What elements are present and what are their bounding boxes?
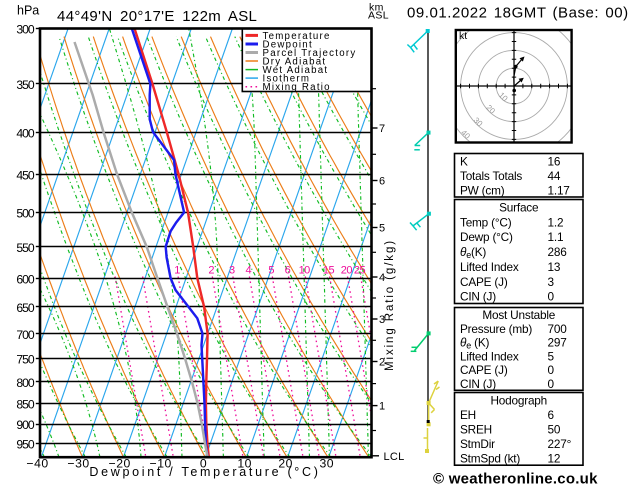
svg-text:0: 0: [548, 290, 555, 304]
svg-text:6: 6: [285, 265, 291, 277]
svg-text:θe (K): θe (K): [460, 336, 489, 351]
svg-text:Wet Adiabat: Wet Adiabat: [263, 65, 329, 76]
svg-text:−10: −10: [150, 457, 172, 471]
svg-text:700: 700: [16, 328, 35, 342]
svg-text:2: 2: [379, 357, 385, 369]
svg-text:SREH: SREH: [460, 423, 492, 437]
svg-text:3: 3: [229, 265, 235, 277]
svg-text:800: 800: [16, 376, 35, 390]
svg-text:km: km: [369, 2, 384, 14]
svg-text:13: 13: [548, 260, 561, 274]
svg-text:650: 650: [16, 301, 35, 315]
svg-text:5: 5: [548, 349, 555, 363]
svg-text:Surface: Surface: [499, 201, 539, 215]
svg-text:0: 0: [200, 457, 207, 471]
svg-text:4: 4: [245, 265, 251, 277]
svg-text:StmSpd (kt): StmSpd (kt): [460, 452, 520, 466]
svg-text:3: 3: [548, 275, 555, 289]
svg-text:EH: EH: [460, 408, 476, 422]
svg-text:Dewp (°C): Dewp (°C): [460, 230, 513, 244]
svg-text:Dewpoint: Dewpoint: [263, 40, 313, 51]
svg-text:Dry Adiabat: Dry Adiabat: [263, 57, 327, 68]
svg-text:1.1: 1.1: [548, 230, 564, 244]
svg-text:kt: kt: [459, 30, 467, 42]
svg-text:Pressure (mb): Pressure (mb): [460, 322, 532, 336]
svg-text:09.01.2022 18GMT (Base: 00): 09.01.2022 18GMT (Base: 00): [407, 5, 629, 22]
svg-text:Mixing Ratio (g/kg): Mixing Ratio (g/kg): [384, 239, 396, 371]
svg-text:0: 0: [548, 363, 555, 377]
svg-text:Temperature: Temperature: [263, 31, 331, 42]
svg-text:10: 10: [237, 457, 252, 471]
svg-text:500: 500: [16, 207, 35, 221]
svg-text:Hodograph: Hodograph: [490, 393, 547, 407]
svg-text:ASL: ASL: [368, 9, 389, 21]
svg-text:44: 44: [548, 169, 561, 183]
svg-text:Parcel Trajectory: Parcel Trajectory: [263, 48, 357, 59]
svg-text:10: 10: [299, 265, 311, 277]
svg-text:1: 1: [174, 265, 180, 277]
svg-text:7: 7: [379, 123, 385, 135]
svg-text:K: K: [460, 154, 468, 168]
svg-text:Temp (°C): Temp (°C): [460, 215, 512, 229]
svg-text:227°: 227°: [548, 437, 572, 451]
svg-text:900: 900: [16, 418, 35, 432]
svg-text:950: 950: [16, 438, 35, 452]
svg-text:550: 550: [16, 241, 35, 255]
svg-text:850: 850: [16, 398, 35, 412]
svg-text:1.17: 1.17: [548, 183, 570, 197]
svg-text:LCL: LCL: [384, 451, 405, 463]
svg-text:700: 700: [548, 322, 568, 336]
svg-text:PW (cm): PW (cm): [460, 183, 505, 197]
svg-text:Totals Totals: Totals Totals: [460, 169, 522, 183]
svg-text:50: 50: [548, 423, 561, 437]
svg-text:Isotherm: Isotherm: [263, 74, 311, 85]
svg-text:CAPE (J): CAPE (J): [460, 363, 508, 377]
svg-text:16: 16: [548, 154, 561, 168]
svg-text:hPa: hPa: [17, 4, 39, 18]
svg-text:Most Unstable: Most Unstable: [482, 308, 555, 322]
svg-text:25: 25: [354, 265, 366, 277]
svg-text:297: 297: [548, 336, 567, 350]
svg-text:StmDir: StmDir: [460, 437, 495, 451]
svg-text:600: 600: [16, 272, 35, 286]
svg-text:−20: −20: [109, 457, 131, 471]
svg-text:1.2: 1.2: [548, 215, 564, 229]
svg-text:286: 286: [548, 245, 568, 259]
svg-text:1: 1: [379, 401, 385, 413]
svg-text:400: 400: [16, 126, 35, 140]
svg-text:6: 6: [548, 408, 555, 422]
svg-text:−40: −40: [26, 457, 48, 471]
svg-text:750: 750: [16, 353, 35, 367]
svg-text:15: 15: [323, 265, 335, 277]
svg-text:300: 300: [16, 23, 35, 37]
svg-text:5: 5: [379, 223, 385, 235]
svg-text:θe(K): θe(K): [460, 245, 486, 260]
svg-text:Lifted Index: Lifted Index: [460, 349, 519, 363]
svg-text:Mixing Ratio: Mixing Ratio: [263, 82, 331, 93]
svg-text:CIN (J): CIN (J): [460, 290, 496, 304]
svg-text:20: 20: [278, 457, 293, 471]
svg-text:20: 20: [341, 265, 353, 277]
svg-text:30: 30: [319, 457, 334, 471]
svg-text:5: 5: [268, 265, 274, 277]
svg-text:6: 6: [379, 176, 385, 188]
svg-text:2: 2: [208, 265, 214, 277]
svg-text:Lifted Index: Lifted Index: [460, 260, 519, 274]
svg-text:12: 12: [548, 452, 561, 466]
svg-text:Dewpoint / Temperature (°C): Dewpoint / Temperature (°C): [89, 465, 320, 479]
svg-text:350: 350: [16, 78, 35, 92]
svg-text:0: 0: [548, 377, 555, 391]
svg-text:CIN (J): CIN (J): [460, 377, 496, 391]
svg-text:© weatheronline.co.uk: © weatheronline.co.uk: [433, 471, 598, 486]
svg-text:CAPE (J): CAPE (J): [460, 275, 508, 289]
svg-text:−30: −30: [67, 457, 89, 471]
svg-text:3: 3: [379, 314, 385, 326]
svg-text:44°49'N 20°17'E 122m ASL: 44°49'N 20°17'E 122m ASL: [57, 8, 257, 25]
svg-text:4: 4: [379, 272, 385, 284]
svg-text:450: 450: [16, 169, 35, 183]
